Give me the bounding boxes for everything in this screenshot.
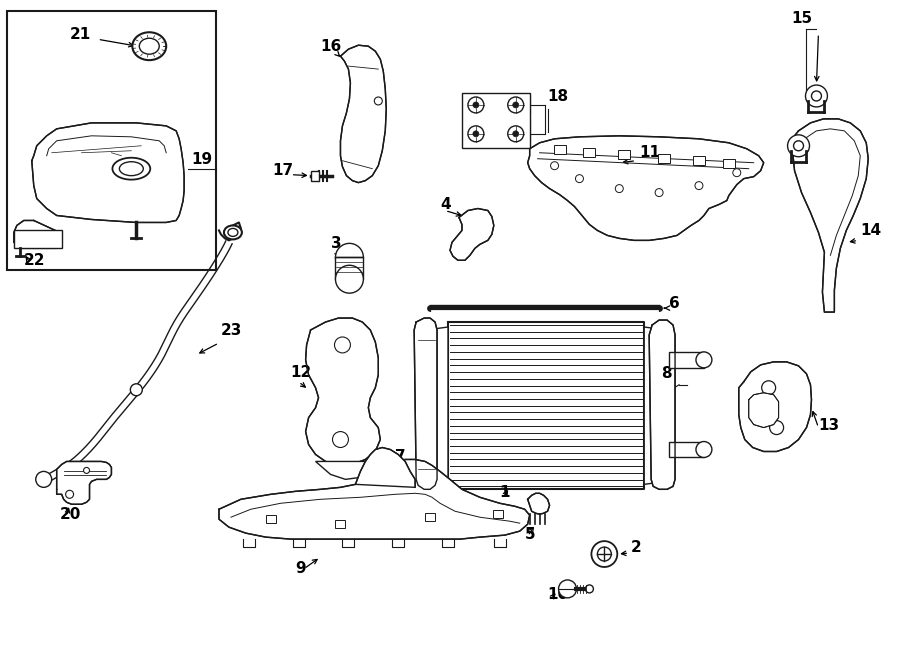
Ellipse shape — [228, 229, 238, 237]
Circle shape — [575, 175, 583, 182]
Polygon shape — [644, 327, 669, 485]
Polygon shape — [356, 447, 415, 487]
Circle shape — [806, 85, 827, 107]
Polygon shape — [669, 352, 704, 368]
Bar — [266, 515, 275, 524]
Text: 23: 23 — [221, 323, 242, 338]
Polygon shape — [527, 136, 764, 241]
Text: 17: 17 — [273, 163, 294, 178]
Polygon shape — [340, 45, 386, 182]
Ellipse shape — [140, 38, 159, 54]
Text: 19: 19 — [191, 152, 212, 167]
Polygon shape — [649, 320, 675, 489]
Circle shape — [770, 420, 784, 434]
Text: 16: 16 — [320, 39, 342, 54]
Polygon shape — [414, 318, 437, 489]
Polygon shape — [32, 123, 184, 223]
Circle shape — [598, 547, 611, 561]
Circle shape — [472, 131, 479, 137]
Circle shape — [513, 102, 518, 108]
Text: 15: 15 — [792, 11, 813, 26]
Circle shape — [84, 467, 89, 473]
Polygon shape — [306, 318, 381, 465]
Circle shape — [36, 471, 51, 487]
Circle shape — [513, 131, 518, 137]
Polygon shape — [423, 327, 448, 485]
Ellipse shape — [132, 32, 166, 60]
Circle shape — [468, 126, 484, 142]
Circle shape — [508, 126, 524, 142]
Circle shape — [591, 541, 617, 567]
Bar — [658, 153, 670, 163]
Circle shape — [472, 102, 479, 108]
Circle shape — [374, 97, 382, 105]
Circle shape — [696, 352, 712, 368]
Circle shape — [696, 442, 712, 457]
Circle shape — [585, 585, 593, 593]
Circle shape — [332, 432, 348, 447]
Bar — [7, 11, 216, 270]
Circle shape — [655, 188, 663, 196]
Circle shape — [468, 97, 484, 113]
Text: 1: 1 — [500, 485, 510, 500]
Ellipse shape — [112, 158, 150, 180]
Text: 12: 12 — [291, 365, 312, 380]
Circle shape — [66, 490, 74, 498]
Text: 22: 22 — [23, 253, 45, 268]
Polygon shape — [793, 119, 868, 312]
Bar — [425, 513, 435, 521]
Text: 18: 18 — [547, 89, 569, 104]
Text: 5: 5 — [525, 527, 535, 542]
Bar — [336, 520, 346, 528]
Circle shape — [733, 169, 741, 176]
Bar — [723, 159, 734, 168]
Text: 11: 11 — [639, 145, 661, 160]
Circle shape — [616, 184, 624, 192]
Polygon shape — [450, 208, 494, 260]
Bar — [336, 257, 364, 279]
Ellipse shape — [224, 225, 242, 239]
Polygon shape — [219, 459, 530, 539]
Polygon shape — [57, 461, 112, 504]
Polygon shape — [14, 221, 61, 249]
Circle shape — [812, 91, 822, 101]
Text: 9: 9 — [296, 561, 306, 576]
Circle shape — [508, 97, 524, 113]
Bar — [693, 157, 705, 165]
Text: 13: 13 — [818, 418, 840, 432]
Text: 3: 3 — [330, 237, 341, 251]
Circle shape — [695, 182, 703, 190]
Bar — [310, 171, 319, 180]
Circle shape — [761, 381, 776, 395]
Bar — [618, 150, 630, 159]
Circle shape — [130, 384, 142, 396]
Text: 4: 4 — [440, 196, 451, 212]
Circle shape — [336, 265, 364, 293]
Polygon shape — [316, 461, 373, 479]
Polygon shape — [749, 393, 778, 428]
Text: 2: 2 — [631, 540, 642, 555]
Text: 20: 20 — [59, 507, 81, 522]
Bar — [554, 145, 565, 154]
Polygon shape — [527, 493, 550, 514]
Circle shape — [788, 135, 809, 157]
Circle shape — [335, 337, 350, 353]
Bar — [493, 510, 503, 518]
Text: 8: 8 — [662, 366, 671, 381]
Bar — [583, 147, 596, 157]
Text: 6: 6 — [669, 296, 680, 311]
Text: 7: 7 — [395, 449, 406, 465]
Bar — [14, 231, 61, 249]
Text: 10: 10 — [547, 587, 569, 602]
Text: 14: 14 — [860, 223, 881, 239]
Polygon shape — [669, 442, 704, 457]
Bar — [462, 93, 530, 148]
Polygon shape — [739, 362, 812, 451]
Circle shape — [336, 243, 364, 271]
Circle shape — [551, 162, 559, 170]
Circle shape — [794, 141, 804, 151]
Ellipse shape — [120, 162, 143, 176]
Circle shape — [559, 580, 577, 598]
Text: 21: 21 — [69, 27, 91, 42]
